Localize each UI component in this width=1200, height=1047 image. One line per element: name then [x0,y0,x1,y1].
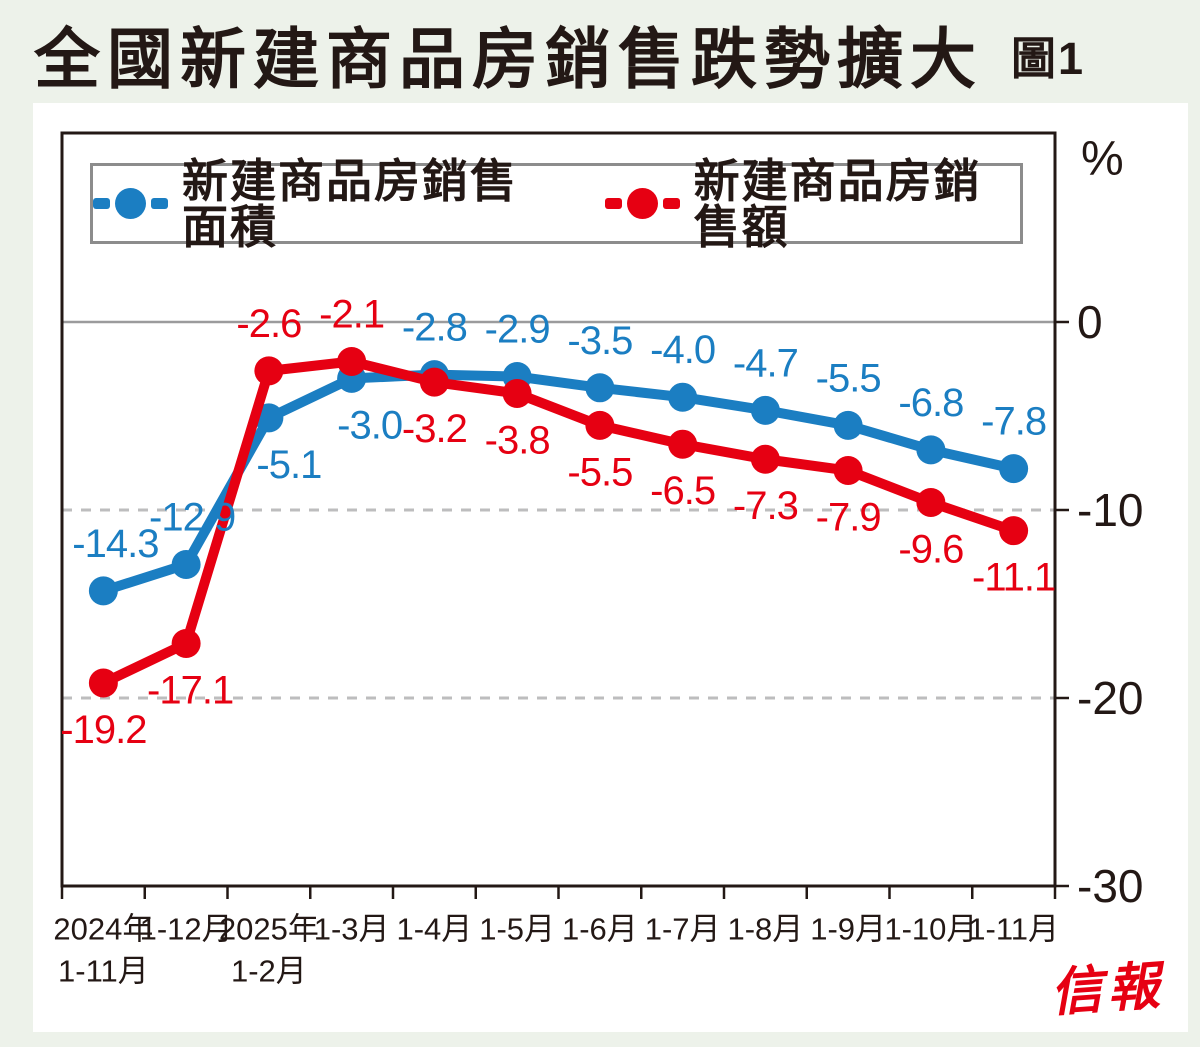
data-label: -2.1 [319,292,384,336]
data-point [833,456,863,486]
data-point [833,410,863,440]
data-label: -5.5 [816,356,881,400]
data-label: -3.5 [567,319,632,363]
legend-item-sales-area: 新建商品房銷售面積 [93,158,551,250]
x-tick-label: 1-11月 [968,912,1059,947]
data-label: -6.5 [650,469,715,513]
data-label: -2.8 [402,306,467,350]
data-point [668,382,698,412]
data-point [999,516,1029,546]
data-label: -7.9 [816,496,881,540]
data-point [585,410,615,440]
x-tick-label: 1-5月 [479,912,555,947]
chart-card: 0 -10 -20 -30% 2024年 1-11月 1-12月 2025年 1-2月 1-3月 1… [33,103,1188,1032]
x-tick-label: 2024年 [53,912,153,947]
chart-title: 全國新建商品房銷售跌勢擴大 [34,22,983,96]
x-tick-label: 1-3月 [314,912,390,947]
legend: 新建商品房銷售面積 新建商品房銷售額 [90,158,1023,250]
y-tick-label: -20 [1077,672,1143,724]
x-tick-label: 1-7月 [645,912,721,947]
data-point [585,373,615,403]
x-tick-label: 1-8月 [727,912,803,947]
data-label: -12.9 [149,496,235,540]
data-label: -7.8 [981,400,1046,444]
data-point [750,444,780,474]
data-point [999,454,1029,484]
data-label: -6.8 [898,381,963,425]
data-label: -2.6 [236,302,301,346]
data-point [502,378,532,408]
y-tick-label: -10 [1077,484,1143,536]
title-row: 全國新建商品房銷售跌勢擴大 圖1 [34,6,1085,102]
x-tick-label: 1-10月 [884,912,977,947]
data-point [419,367,449,397]
data-label: -4.0 [650,328,715,372]
x-tick-label: 1-6月 [562,912,638,947]
data-point [916,435,946,465]
data-point [668,429,698,459]
data-label: -3.8 [485,418,550,462]
x-tick-label: 1-4月 [396,912,472,947]
data-label: -4.7 [733,341,798,385]
y-tick-label: 0 [1077,296,1103,348]
data-point [171,628,201,658]
data-point [171,550,201,580]
legend-label-sales-value: 新建商品房銷售額 [693,154,982,253]
data-label: -14.3 [72,522,158,566]
data-label: -7.3 [733,484,798,528]
data-label: -3.0 [337,403,402,447]
data-label: -11.1 [972,556,1055,600]
data-point [254,356,284,386]
data-point [88,668,118,698]
data-label: -3.2 [402,407,467,451]
data-label: -5.5 [567,450,632,494]
x-tick-label: 1-2月 [231,954,307,989]
data-point [916,487,946,517]
line-dot-marker-icon [604,188,680,219]
y-tick-label: -30 [1077,860,1143,912]
data-label: -2.9 [485,308,550,352]
data-label: -5.1 [256,443,321,487]
data-label: -17.1 [147,668,233,712]
data-point [750,395,780,425]
hkej-logo: 信報 [1048,958,1167,1023]
legend-label-sales-area: 新建商品房銷售面積 [182,154,518,253]
line-dot-marker-icon [93,188,168,219]
series-line [98,356,1019,688]
legend-item-sales-value: 新建商品房銷售額 [604,154,1020,253]
data-point [337,346,367,376]
data-point [88,576,118,606]
data-label: -9.6 [898,527,963,571]
x-tick-label: 1-12月 [140,912,233,947]
x-tick-label: 2025年 [219,912,319,947]
y-axis-unit: % [1081,133,1124,186]
data-label: -19.2 [60,708,146,752]
x-tick-label: 1-11月 [58,954,149,989]
figure-number: 圖1 [1011,32,1086,84]
x-tick-label: 1-9月 [810,912,886,947]
